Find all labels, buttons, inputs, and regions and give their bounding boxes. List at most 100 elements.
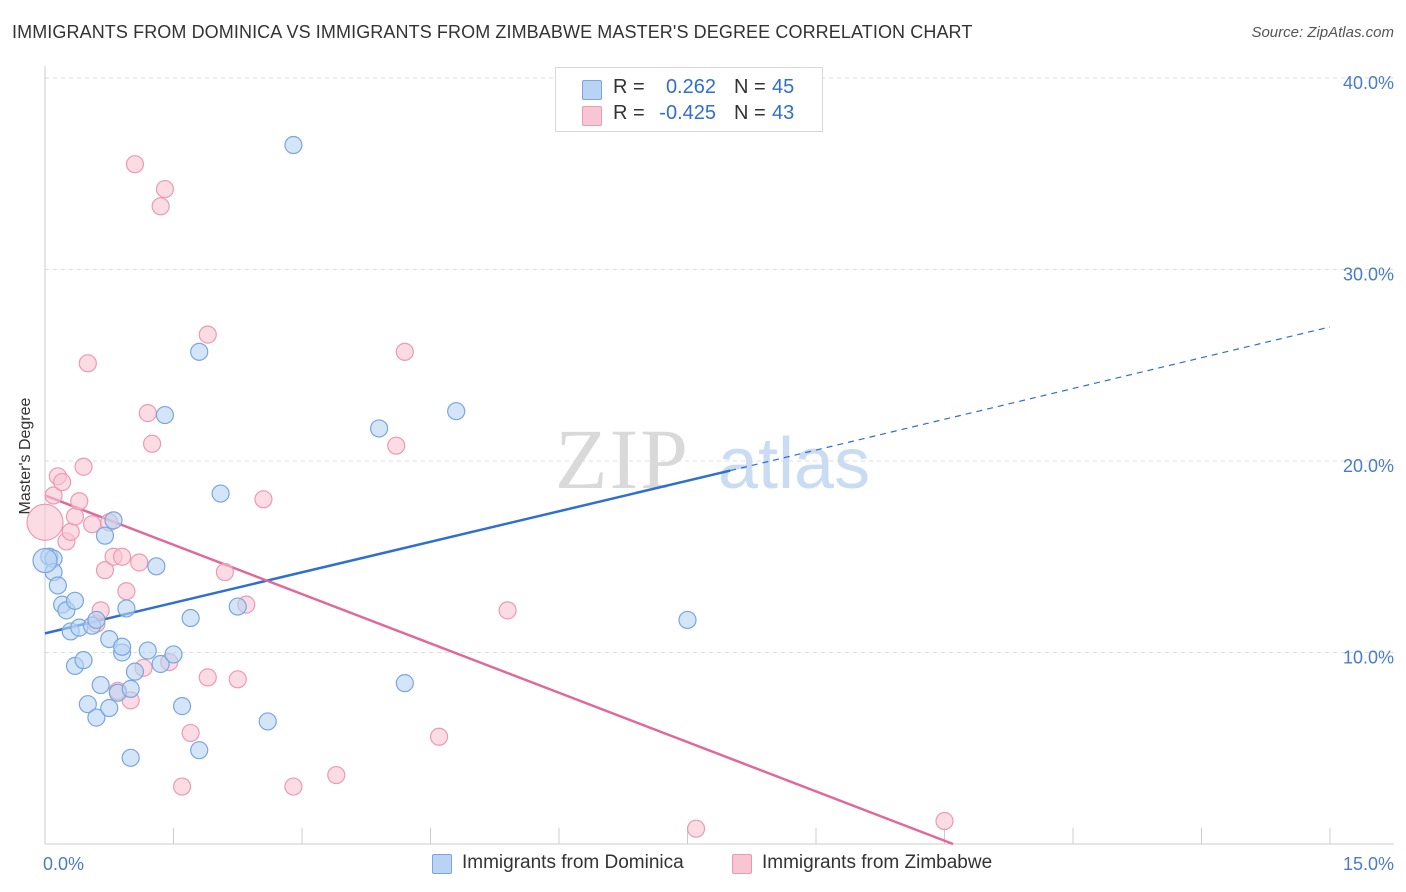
dominica-point (100, 698, 119, 718)
y-tick-label: 40.0% (1343, 73, 1394, 93)
x-tick-label-min: 0.0% (43, 854, 84, 874)
y-tick-label: 10.0% (1343, 648, 1394, 668)
r-value: -0.425 (659, 102, 716, 124)
x-tick-label-max: 15.0% (1343, 854, 1394, 874)
zimbabwe-point (95, 561, 115, 580)
dominica-point (228, 597, 247, 616)
zimbabwe-point (130, 553, 149, 572)
dominica-point (678, 610, 697, 630)
source-credit: Source: ZipAtlas.com (1251, 24, 1394, 41)
zimbabwe-point (26, 503, 64, 541)
zimbabwe-point (117, 582, 136, 601)
dominica-swatch (582, 80, 602, 100)
zimbabwe-legend-label: Immigrants from Zimbabwe (762, 852, 993, 873)
gridlines (45, 77, 1394, 653)
zimbabwe-point (327, 765, 346, 785)
dominica-point (65, 591, 85, 610)
dominica-point (138, 641, 157, 660)
dominica-points (32, 135, 697, 767)
zimbabwe-point (78, 354, 97, 373)
zimbabwe-point (395, 342, 414, 361)
r-label: R = (613, 102, 645, 124)
chart-title: IMMIGRANTS FROM DOMINICA VS IMMIGRANTS F… (12, 22, 973, 42)
legend-row-dominica: R = 0.262 N = 45 (556, 76, 822, 102)
zimbabwe-point (387, 436, 406, 455)
x-tick-labels: 0.0% 15.0% (43, 854, 1394, 874)
zimbabwe-point (61, 522, 80, 541)
correlation-legend: R = 0.262 N = 45 R = -0.425 N = 43 (555, 67, 823, 132)
zimbabwe-point (181, 723, 200, 743)
dominica-point (121, 679, 140, 698)
zimbabwe-point (44, 486, 63, 505)
zimbabwe-point (498, 601, 517, 620)
dominica-point (74, 651, 93, 670)
dominica-point (121, 748, 140, 767)
dominica-point (78, 695, 97, 714)
zimbabwe-point (284, 777, 303, 796)
legend-row-zimbabwe: R = -0.425 N = 43 (556, 102, 822, 128)
zimbabwe-legend-swatch (732, 854, 752, 874)
zimbabwe-point (151, 197, 170, 216)
dominica-point (147, 557, 166, 576)
dominica-point (104, 511, 123, 530)
dominica-point (87, 708, 106, 727)
n-label: N = (734, 102, 766, 124)
n-value: 43 (772, 102, 795, 124)
dominica-point (48, 576, 67, 595)
zimbabwe-point (429, 727, 449, 746)
zimbabwe-swatch (582, 106, 602, 126)
dominica-point (190, 741, 209, 760)
zimbabwe-point (254, 490, 273, 509)
zimbabwe-point (125, 155, 145, 174)
r-value: 0.262 (665, 76, 716, 98)
dominica-point (95, 526, 115, 545)
zimbabwe-point (172, 777, 192, 796)
dominica-legend-label: Immigrants from Dominica (462, 852, 684, 873)
watermark: ZIP atlas (555, 411, 870, 507)
dominica-trend-extension (730, 326, 1331, 472)
dominica-point (91, 675, 110, 695)
zimbabwe-point (228, 670, 247, 689)
zimbabwe-trend-line (44, 494, 954, 846)
dominica-point (151, 654, 170, 674)
dominica-point (395, 674, 414, 693)
watermark-atlas: atlas (718, 424, 870, 504)
y-tick-labels: 10.0% 20.0% 30.0% 40.0% (1343, 73, 1394, 668)
dominica-point (32, 547, 58, 574)
zimbabwe-point (686, 819, 706, 838)
dominica-point (125, 662, 145, 681)
dominica-point (181, 608, 200, 628)
dominica-point (370, 419, 389, 438)
dominica-point (284, 135, 303, 155)
dominica-point (258, 712, 277, 731)
zimbabwe-point (198, 668, 217, 687)
zimbabwe-point (935, 811, 954, 831)
zimbabwe-point (215, 562, 234, 582)
dominica-point (117, 599, 136, 618)
n-value: 45 (772, 76, 795, 98)
r-label: R = (613, 76, 645, 98)
y-tick-label: 20.0% (1343, 456, 1394, 476)
dominica-point (164, 645, 183, 664)
dominica-legend-swatch (432, 854, 452, 874)
dominica-point (112, 637, 132, 656)
watermark-zip: ZIP (555, 411, 690, 507)
dominica-trend-line (44, 469, 731, 635)
dominica-point (190, 342, 209, 361)
zimbabwe-point (74, 457, 93, 476)
zimbabwe-point (155, 179, 175, 199)
zimbabwe-point (112, 547, 132, 566)
zimbabwe-point (65, 507, 85, 526)
zimbabwe-point (138, 404, 157, 423)
y-tick-label: 30.0% (1343, 265, 1394, 285)
zimbabwe-point (198, 325, 217, 344)
trend-lines (44, 326, 1331, 846)
n-label: N = (734, 76, 766, 98)
dominica-point (172, 697, 192, 716)
dominica-point (155, 405, 175, 425)
dominica-point (211, 484, 230, 503)
dominica-point (87, 610, 106, 630)
dominica-point (447, 402, 466, 421)
zimbabwe-point (70, 492, 89, 511)
